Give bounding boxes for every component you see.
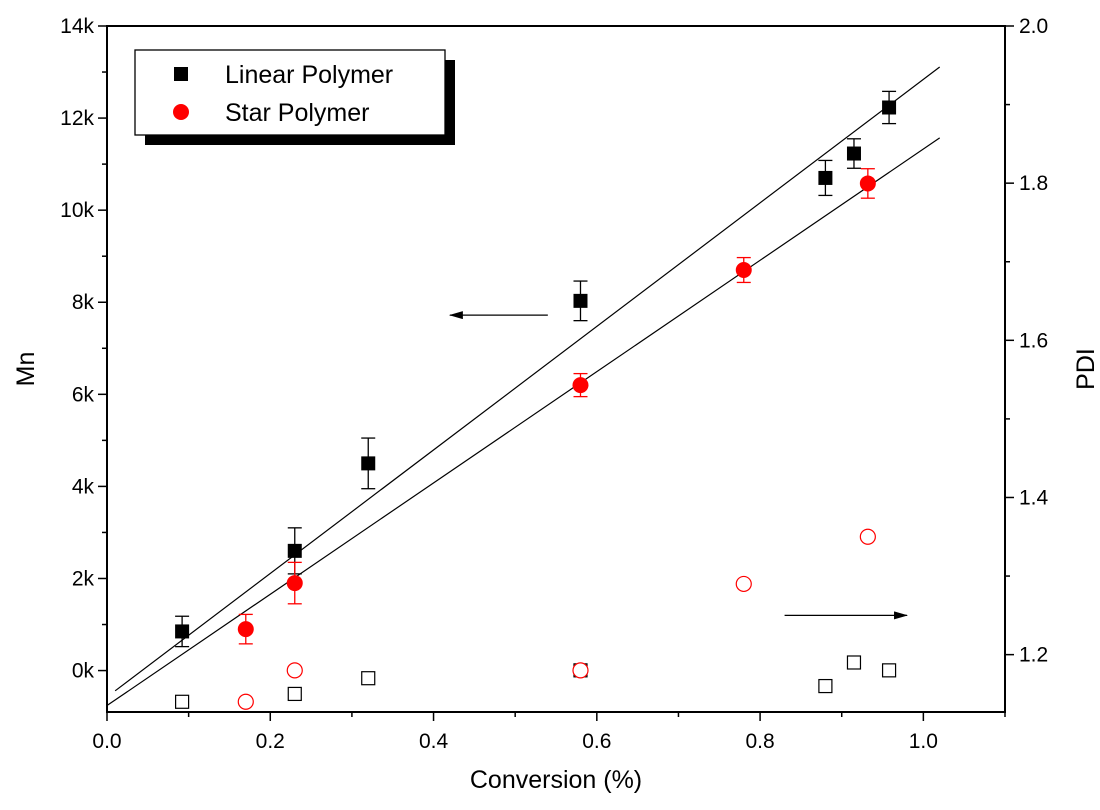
x-tick-label: 0.2: [256, 730, 285, 753]
fit-line-linear-polymer: [114, 66, 941, 692]
data-markers: [175, 100, 897, 710]
x-tick-label: 1.0: [909, 730, 938, 753]
legend-marker-star-polymer: [173, 104, 189, 120]
x-tick-label: 0.0: [92, 730, 121, 753]
x-tick-label: 0.8: [745, 730, 774, 753]
x-tick-label: 0.6: [582, 730, 611, 753]
y-tick-label: 4k: [72, 475, 95, 498]
point-star-polymer: [859, 175, 876, 192]
y2-axis-title: PDI: [1072, 348, 1100, 390]
y-tick-label: 14k: [60, 15, 94, 38]
y-tick-label: 0k: [72, 660, 95, 683]
point-right-square-open: [846, 655, 862, 670]
point-right-square-open: [818, 678, 833, 694]
point-linear-polymer: [573, 293, 588, 308]
point-right-circle-open: [286, 662, 303, 679]
y-tick-label: 2k: [72, 567, 95, 590]
y2-tick-label: 2.0: [1019, 15, 1048, 38]
point-right-circle-open: [572, 662, 589, 679]
y2-tick-label: 1.8: [1019, 172, 1048, 195]
point-right-circle-open: [859, 528, 876, 545]
y2-tick-label: 1.6: [1019, 329, 1048, 352]
fit-lines: [106, 66, 941, 707]
point-star-polymer: [572, 377, 589, 394]
x-axis: 0.0 0.2 0.4 0.6 0.8 1.0: [92, 712, 1006, 753]
point-linear-polymer: [846, 146, 861, 161]
y-tick-label: 10k: [60, 199, 94, 222]
legend-label-linear-polymer: Linear Polymer: [225, 61, 393, 89]
point-linear-polymer: [882, 100, 897, 115]
point-star-polymer: [735, 262, 752, 279]
plot-border: [106, 25, 1006, 713]
point-right-circle-open: [237, 693, 254, 710]
point-star-polymer: [286, 575, 303, 592]
point-linear-polymer: [175, 624, 190, 639]
y-tick-label: 6k: [72, 383, 95, 406]
point-right-circle-open: [735, 575, 752, 593]
point-right-square-open: [881, 663, 897, 678]
fit-line-star-polymer: [106, 137, 941, 707]
legend: Linear Polymer Star Polymer: [134, 49, 455, 145]
annotation-arrows: [448, 311, 909, 620]
y-tick-label: 8k: [72, 291, 95, 314]
y-tick-label: 12k: [60, 107, 94, 130]
x-tick-label: 0.4: [419, 730, 449, 753]
point-right-square-open: [361, 671, 376, 686]
y-axis-right: 1.2 1.4 1.6 1.8 2.0: [1005, 15, 1049, 667]
x-axis-title: Conversion (%): [470, 766, 642, 794]
legend-box: [134, 49, 446, 136]
point-right-square-open: [287, 686, 302, 702]
y2-tick-label: 1.4: [1019, 486, 1049, 509]
point-linear-polymer: [818, 170, 833, 185]
point-star-polymer: [237, 621, 254, 638]
point-linear-polymer: [361, 456, 376, 471]
legend-label-star-polymer: Star Polymer: [225, 99, 369, 127]
point-linear-polymer: [287, 543, 302, 558]
plot-frame: [106, 25, 1006, 713]
y-axis-title: Mn: [12, 352, 40, 387]
legend-marker-linear-polymer: [174, 67, 188, 81]
y-axis-left: 0k 2k 4k 6k 8k 10k 12k 14k: [60, 15, 107, 683]
y2-tick-label: 1.2: [1019, 644, 1048, 667]
point-right-square-open: [175, 694, 190, 709]
